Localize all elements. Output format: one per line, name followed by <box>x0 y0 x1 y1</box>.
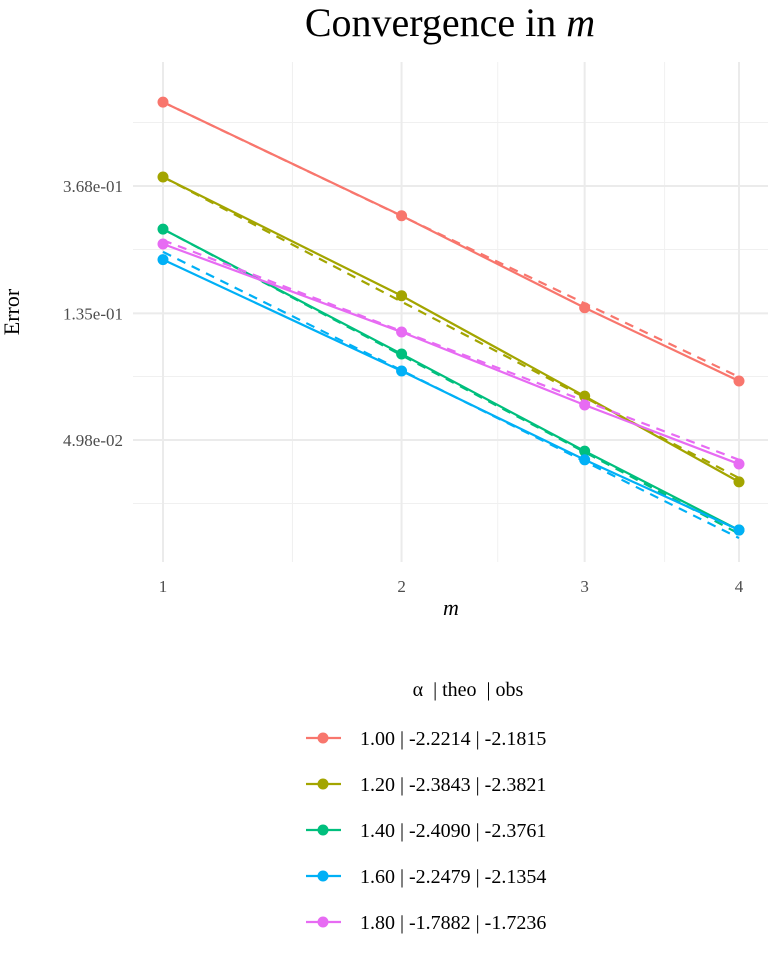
data-point <box>157 96 169 108</box>
legend-entry: 1.00 | -2.2214 | -2.1815 <box>360 728 546 750</box>
data-point <box>733 524 745 536</box>
data-point <box>579 454 591 466</box>
data-point <box>396 290 408 302</box>
legend-key-point <box>317 870 329 882</box>
data-point <box>157 238 169 250</box>
y-tick-label: 4.98e-02 <box>63 431 123 450</box>
x-tick-label: 2 <box>397 577 406 596</box>
legend-entry: 1.60 | -2.2479 | -2.1354 <box>360 866 546 888</box>
obs-line <box>162 258 740 532</box>
theo-line <box>162 239 740 461</box>
data-point <box>733 375 745 387</box>
legend-entry: 1.80 | -1.7882 | -1.7236 <box>360 912 546 934</box>
y-tick-label: 1.35e-01 <box>63 304 123 323</box>
x-tick-label: 3 <box>580 577 589 596</box>
data-point <box>157 223 169 235</box>
data-point <box>396 365 408 377</box>
theo-line <box>162 101 740 378</box>
obs-line <box>162 175 740 483</box>
x-axis-label: m <box>443 595 459 620</box>
obs-line <box>162 228 740 532</box>
obs-line <box>162 242 740 466</box>
data-point <box>396 326 408 338</box>
y-axis-label: Error <box>0 288 24 335</box>
data-point <box>579 445 591 457</box>
data-point <box>157 171 169 183</box>
y-tick-label: 3.68e-01 <box>63 177 123 196</box>
x-tick-label: 1 <box>159 577 168 596</box>
legend-key-point <box>317 732 329 744</box>
data-point <box>733 476 745 488</box>
obs-line <box>162 101 740 383</box>
data-point <box>579 390 591 402</box>
legend-entry: 1.20 | -2.3843 | -2.3821 <box>360 774 546 796</box>
data-point <box>396 210 408 222</box>
x-tick-label: 4 <box>735 577 744 596</box>
chart-title: Convergence in m <box>305 0 595 45</box>
data-point <box>579 302 591 314</box>
legend-entry: 1.40 | -2.4090 | -2.3761 <box>360 820 546 842</box>
legend-key-point <box>317 916 329 928</box>
legend-title: α | theo | obs <box>413 679 524 701</box>
data-point <box>579 399 591 411</box>
data-point <box>396 348 408 360</box>
data-point <box>733 458 745 470</box>
legend-key-point <box>317 778 329 790</box>
data-point <box>157 254 169 266</box>
theo-line <box>162 175 740 480</box>
legend-key-point <box>317 824 329 836</box>
